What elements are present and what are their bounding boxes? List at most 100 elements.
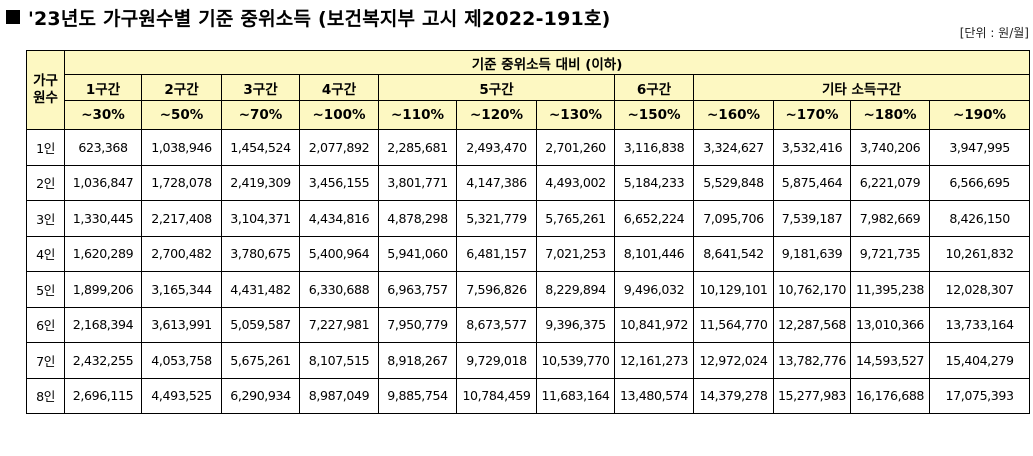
row-label: 7인 — [26, 342, 65, 379]
table-cell: 6,290,934 — [221, 377, 300, 414]
table-cell: 3,532,416 — [773, 129, 851, 166]
table-cell: 1,620,289 — [64, 235, 142, 272]
table-cell: 4,431,482 — [221, 271, 300, 308]
table-cell: 4,053,758 — [141, 342, 222, 379]
table-cell: 13,010,366 — [850, 306, 930, 343]
table-cell: 8,641,542 — [693, 235, 774, 272]
bracket-header: 기타 소득구간 — [692, 74, 1031, 101]
table-cell: 10,784,459 — [456, 377, 537, 414]
table-row: 4인 1,620,289 2,700,482 3,780,675 5,400,964 5,… — [26, 235, 1031, 272]
table-row: 3인 1,330,445 2,217,408 3,104,371 4,434,816 4,… — [26, 200, 1031, 237]
table-cell: 2,701,260 — [536, 129, 615, 166]
bracket-header: 2구간 — [141, 74, 222, 101]
table-cell: 9,885,754 — [378, 377, 457, 414]
table-cell: 7,596,826 — [456, 271, 537, 308]
table-cell: 9,496,032 — [614, 271, 694, 308]
median-income-table: 가구 원수 기준 중위소득 대비 (이하) 1구간 2구간 3구간 4구간 5구간 6구간 기… — [26, 50, 1031, 414]
table-cell: 1,330,445 — [64, 200, 142, 237]
bracket-header: 6구간 — [614, 74, 694, 101]
table-cell: 4,493,002 — [536, 164, 615, 201]
percent-header: ~170% — [773, 100, 851, 130]
unit-label: [단위 : 원/월] — [959, 26, 1029, 40]
percent-header: ~180% — [850, 100, 930, 130]
table-cell: 3,801,771 — [378, 164, 457, 201]
table-cell: 9,729,018 — [456, 342, 537, 379]
row-label: 3인 — [26, 200, 65, 237]
percent-header: ~50% — [141, 100, 222, 130]
table-cell: 1,038,946 — [141, 129, 222, 166]
table-cell: 13,480,574 — [614, 377, 694, 414]
table-cell: 5,875,464 — [773, 164, 851, 201]
table-cell: 5,941,060 — [378, 235, 457, 272]
bracket-header-row: 1구간 2구간 3구간 4구간 5구간 6구간 기타 소득구간 — [27, 74, 1031, 101]
bracket-header: 3구간 — [221, 74, 300, 101]
percent-header: ~100% — [299, 100, 379, 130]
row-label: 4인 — [26, 235, 65, 272]
table-cell: 7,539,187 — [773, 200, 851, 237]
table-row: 6인 2,168,394 3,613,991 5,059,587 7,227,981 7,… — [26, 306, 1031, 343]
title-text: '23년도 가구원수별 기준 중위소득 (보건복지부 고시 제2022-191호… — [28, 7, 611, 30]
table-cell: 5,321,779 — [456, 200, 537, 237]
table-cell: 12,972,024 — [693, 342, 774, 379]
table-cell: 4,147,386 — [456, 164, 537, 201]
table-cell: 4,878,298 — [378, 200, 457, 237]
row-label: 8인 — [26, 377, 65, 414]
percent-header: ~130% — [536, 100, 615, 130]
table-cell: 5,675,261 — [221, 342, 300, 379]
table-cell: 3,740,206 — [850, 129, 930, 166]
table-cell: 3,456,155 — [299, 164, 379, 201]
table-cell: 7,095,706 — [693, 200, 774, 237]
table-cell: 2,696,115 — [64, 377, 142, 414]
table-cell: 7,950,779 — [378, 306, 457, 343]
bracket-header: 4구간 — [299, 74, 379, 101]
table-cell: 16,176,688 — [850, 377, 930, 414]
table-cell: 6,221,079 — [850, 164, 930, 201]
percent-header: ~190% — [928, 100, 1031, 130]
percent-header: ~30% — [64, 100, 142, 130]
table-cell: 8,101,446 — [614, 235, 694, 272]
table-cell: 10,539,770 — [536, 342, 615, 379]
bracket-header: 5구간 — [378, 74, 615, 101]
table-cell: 17,075,393 — [928, 377, 1031, 414]
table-row: 2인 1,036,847 1,728,078 2,419,309 3,456,155 3,… — [26, 164, 1031, 201]
table-row: 7인 2,432,255 4,053,758 5,675,261 8,107,515 8,… — [26, 342, 1031, 379]
table-row: 8인 2,696,115 4,493,525 6,290,934 8,987,049 9,… — [26, 377, 1031, 414]
table-cell: 2,077,892 — [299, 129, 379, 166]
super-header: 기준 중위소득 대비 (이하) — [63, 50, 1031, 75]
table-cell: 2,217,408 — [141, 200, 222, 237]
table-cell: 13,733,164 — [928, 306, 1031, 343]
table-cell: 3,165,344 — [141, 271, 222, 308]
percent-header: ~120% — [456, 100, 537, 130]
table-cell: 10,841,972 — [614, 306, 694, 343]
table-cell: 9,721,735 — [850, 235, 930, 272]
table-cell: 15,404,279 — [928, 342, 1031, 379]
percent-header: ~150% — [614, 100, 694, 130]
table-cell: 6,481,157 — [456, 235, 537, 272]
table-cell: 9,181,639 — [773, 235, 851, 272]
table-cell: 3,324,627 — [693, 129, 774, 166]
row-label: 2인 — [26, 164, 65, 201]
table-cell: 2,700,482 — [141, 235, 222, 272]
table-cell: 2,432,255 — [64, 342, 142, 379]
table-cell: 3,104,371 — [221, 200, 300, 237]
table-cell: 13,782,776 — [773, 342, 851, 379]
table-cell: 7,227,981 — [299, 306, 379, 343]
table-cell: 6,652,224 — [614, 200, 694, 237]
table-cell: 8,673,577 — [456, 306, 537, 343]
table-cell: 3,947,995 — [928, 129, 1031, 166]
percent-header-row: ~30% ~50% ~70% ~100% ~110% ~120% ~130% ~150% ~16… — [27, 100, 1031, 130]
table-cell: 1,899,206 — [64, 271, 142, 308]
table-cell: 7,982,669 — [850, 200, 930, 237]
table-cell: 5,400,964 — [299, 235, 379, 272]
table-cell: 2,493,470 — [456, 129, 537, 166]
table-cell: 2,419,309 — [221, 164, 300, 201]
table-cell: 5,184,233 — [614, 164, 694, 201]
table-cell: 10,261,832 — [928, 235, 1031, 272]
table-cell: 3,613,991 — [141, 306, 222, 343]
table-cell: 8,987,049 — [299, 377, 379, 414]
table-cell: 12,161,273 — [614, 342, 694, 379]
table-cell: 7,021,253 — [536, 235, 615, 272]
row-label: 6인 — [26, 306, 65, 343]
table-cell: 8,426,150 — [928, 200, 1031, 237]
table-cell: 10,762,170 — [773, 271, 851, 308]
